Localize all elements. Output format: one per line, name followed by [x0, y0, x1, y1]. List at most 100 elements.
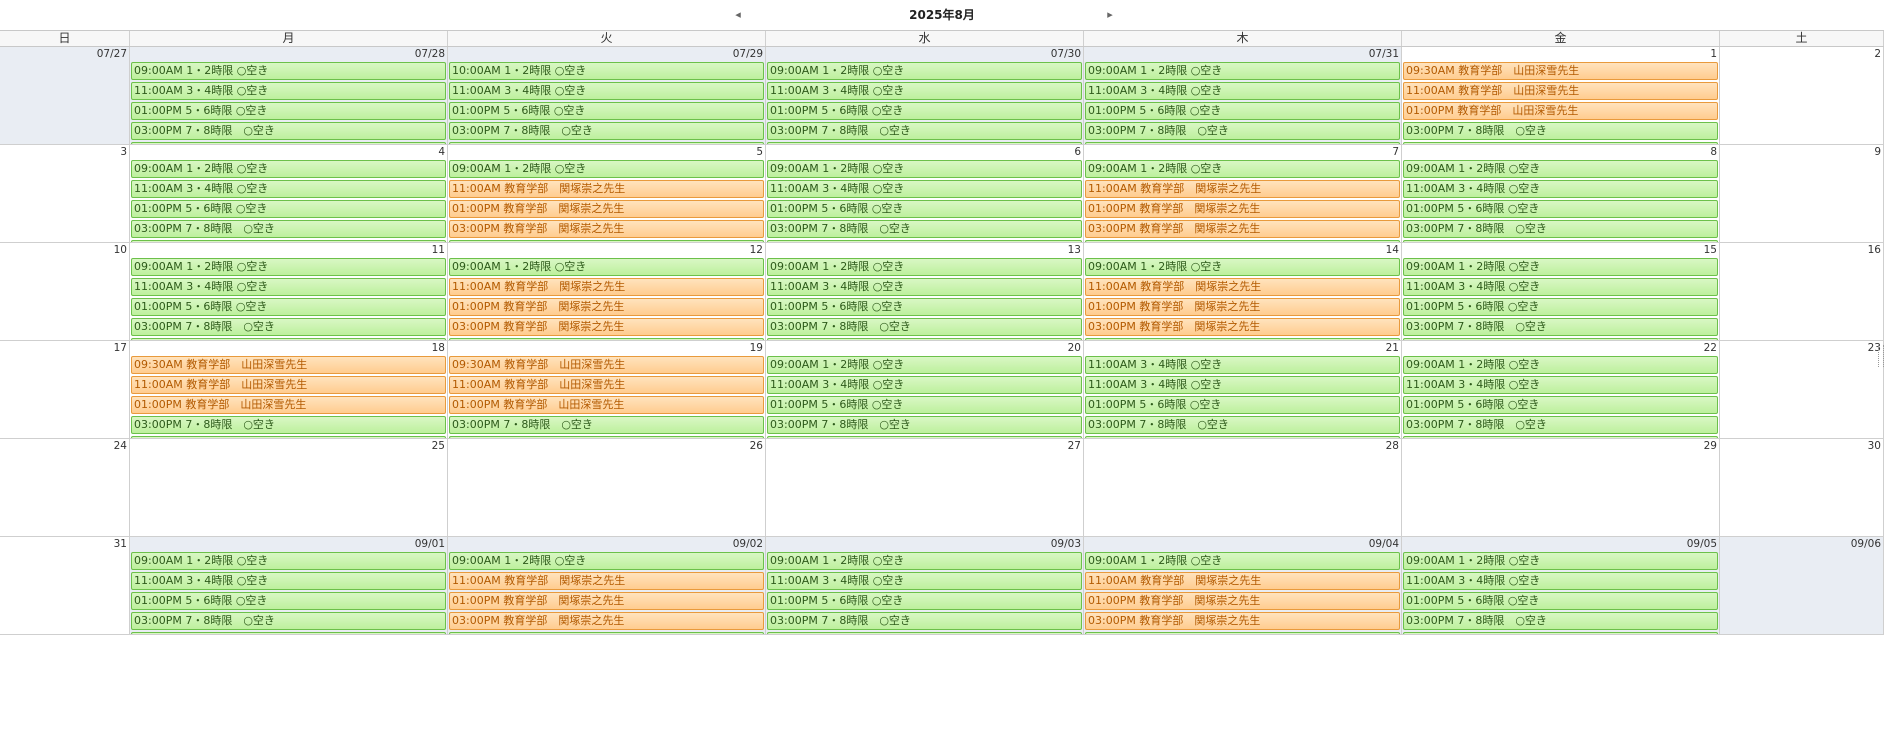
- free-slot-event[interactable]: 03:00PM 7・8時限 ○空き: [1403, 318, 1718, 336]
- day-cell[interactable]: 09/04 09:00AM 1・2時限 ○空き 11:00AM 教育学部 関塚崇之先…: [1084, 537, 1402, 635]
- day-cell[interactable]: 13 09:00AM 1・2時限 ○空き 11:00AM 3・4時限 ○空き 01:0…: [766, 243, 1084, 341]
- day-cell[interactable]: 3: [0, 145, 130, 243]
- day-number[interactable]: 10: [113, 244, 127, 256]
- day-number[interactable]: 12: [749, 244, 763, 256]
- day-cell[interactable]: 07/31 09:00AM 1・2時限 ○空き 11:00AM 3・4時限 ○空き 0…: [1084, 47, 1402, 145]
- booked-slot-event[interactable]: 03:00PM 教育学部 関塚崇之先生: [449, 612, 764, 630]
- free-slot-event[interactable]: 11:00AM 3・4時限 ○空き: [131, 180, 446, 198]
- day-number[interactable]: 6: [1074, 146, 1081, 158]
- booked-slot-event[interactable]: 01:00PM 教育学部 山田深雪先生: [449, 396, 764, 414]
- booked-slot-event[interactable]: 11:00AM 教育学部 関塚崇之先生: [1085, 278, 1400, 296]
- free-slot-event[interactable]: 03:00PM 7・8時限 ○空き: [767, 416, 1082, 434]
- day-number[interactable]: 28: [1385, 440, 1399, 452]
- day-cell[interactable]: 11 09:00AM 1・2時限 ○空き 11:00AM 3・4時限 ○空き 01:0…: [130, 243, 448, 341]
- free-slot-event[interactable]: 01:00PM 5・6時限 ○空き: [767, 592, 1082, 610]
- free-slot-event[interactable]: 11:00AM 3・4時限 ○空き: [767, 82, 1082, 100]
- free-slot-event[interactable]: 01:00PM 5・6時限 ○空き: [131, 102, 446, 120]
- booked-slot-event[interactable]: 11:00AM 教育学部 関塚崇之先生: [449, 572, 764, 590]
- day-cell[interactable]: 07/30 09:00AM 1・2時限 ○空き 11:00AM 3・4時限 ○空き 0…: [766, 47, 1084, 145]
- day-cell[interactable]: 09/05 09:00AM 1・2時限 ○空き 11:00AM 3・4時限 ○空き 0…: [1402, 537, 1720, 635]
- day-cell[interactable]: 6 09:00AM 1・2時限 ○空き 11:00AM 3・4時限 ○空き 01:00…: [766, 145, 1084, 243]
- free-slot-event[interactable]: 09:00AM 1・2時限 ○空き: [1085, 160, 1400, 178]
- day-cell[interactable]: 23: [1720, 341, 1884, 439]
- booked-slot-event[interactable]: 01:00PM 教育学部 関塚崇之先生: [449, 200, 764, 218]
- day-number[interactable]: 07/29: [732, 48, 763, 60]
- booked-slot-event[interactable]: 11:00AM 教育学部 山田深雪先生: [1403, 82, 1718, 100]
- next-month-icon[interactable]: ▸: [1107, 8, 1113, 21]
- free-slot-event[interactable]: 09:00AM 1・2時限 ○空き: [767, 552, 1082, 570]
- booked-slot-event[interactable]: 11:00AM 教育学部 関塚崇之先生: [449, 278, 764, 296]
- free-slot-event[interactable]: 09:00AM 1・2時限 ○空き: [767, 62, 1082, 80]
- day-cell[interactable]: 15 09:00AM 1・2時限 ○空き 11:00AM 3・4時限 ○空き 01:0…: [1402, 243, 1720, 341]
- booked-slot-event[interactable]: 01:00PM 教育学部 関塚崇之先生: [1085, 200, 1400, 218]
- booked-slot-event[interactable]: 03:00PM 教育学部 関塚崇之先生: [449, 318, 764, 336]
- booked-slot-event[interactable]: 11:00AM 教育学部 関塚崇之先生: [1085, 180, 1400, 198]
- free-slot-event[interactable]: 05:00PM 9・10時限 ○空き: [767, 142, 1082, 144]
- day-number[interactable]: 1: [1710, 48, 1717, 60]
- free-slot-event[interactable]: 01:00PM 5・6時限 ○空き: [767, 200, 1082, 218]
- day-number[interactable]: 21: [1385, 342, 1399, 354]
- free-slot-event[interactable]: 03:00PM 7・8時限 ○空き: [1403, 122, 1718, 140]
- free-slot-event[interactable]: 11:00AM 3・4時限 ○空き: [1085, 376, 1400, 394]
- free-slot-event[interactable]: 01:00PM 5・6時限 ○空き: [449, 102, 764, 120]
- free-slot-event[interactable]: 05:00PM 9・10時限 ○空き: [1403, 240, 1718, 242]
- day-cell[interactable]: 17: [0, 341, 130, 439]
- day-cell[interactable]: 9: [1720, 145, 1884, 243]
- day-number[interactable]: 09/04: [1368, 538, 1399, 550]
- free-slot-event[interactable]: 03:00PM 7・8時限 ○空き: [1085, 122, 1400, 140]
- day-cell[interactable]: 14 09:00AM 1・2時限 ○空き 11:00AM 教育学部 関塚崇之先生 01…: [1084, 243, 1402, 341]
- day-cell[interactable]: 24: [0, 439, 130, 537]
- free-slot-event[interactable]: 09:00AM 1・2時限 ○空き: [449, 160, 764, 178]
- free-slot-event[interactable]: 09:00AM 1・2時限 ○空き: [131, 552, 446, 570]
- free-slot-event[interactable]: 05:00PM 9・10時限 ○空き: [131, 632, 446, 634]
- day-number[interactable]: 8: [1710, 146, 1717, 158]
- day-cell[interactable]: 10: [0, 243, 130, 341]
- free-slot-event[interactable]: 11:00AM 3・4時限 ○空き: [131, 82, 446, 100]
- booked-slot-event[interactable]: 01:00PM 教育学部 山田深雪先生: [1403, 102, 1718, 120]
- free-slot-event[interactable]: 05:00PM 9・10時限 ○空き: [1403, 142, 1718, 144]
- day-cell[interactable]: 28: [1084, 439, 1402, 537]
- free-slot-event[interactable]: 09:00AM 1・2時限 ○空き: [1085, 62, 1400, 80]
- booked-slot-event[interactable]: 03:00PM 教育学部 関塚崇之先生: [1085, 612, 1400, 630]
- day-number[interactable]: 24: [113, 440, 127, 452]
- free-slot-event[interactable]: 11:00AM 3・4時限 ○空き: [1085, 356, 1400, 374]
- day-number[interactable]: 17: [113, 342, 127, 354]
- free-slot-event[interactable]: 11:00AM 3・4時限 ○空き: [767, 572, 1082, 590]
- day-cell[interactable]: 5 09:00AM 1・2時限 ○空き 11:00AM 教育学部 関塚崇之先生 01:…: [448, 145, 766, 243]
- booked-slot-event[interactable]: 03:00PM 教育学部 関塚崇之先生: [1085, 220, 1400, 238]
- free-slot-event[interactable]: 10:00AM 1・2時限 ○空き: [449, 62, 764, 80]
- day-number[interactable]: 5: [756, 146, 763, 158]
- free-slot-event[interactable]: 11:00AM 3・4時限 ○空き: [1403, 180, 1718, 198]
- day-number[interactable]: 25: [431, 440, 445, 452]
- day-number[interactable]: 07/30: [1050, 48, 1081, 60]
- booked-slot-event[interactable]: 01:00PM 教育学部 関塚崇之先生: [1085, 592, 1400, 610]
- booked-slot-event[interactable]: 11:00AM 教育学部 関塚崇之先生: [449, 180, 764, 198]
- day-number[interactable]: 13: [1067, 244, 1081, 256]
- free-slot-event[interactable]: 11:00AM 3・4時限 ○空き: [1085, 82, 1400, 100]
- free-slot-event[interactable]: 09:00AM 1・2時限 ○空き: [449, 552, 764, 570]
- booked-slot-event[interactable]: 11:00AM 教育学部 山田深雪先生: [449, 376, 764, 394]
- free-slot-event[interactable]: 11:00AM 3・4時限 ○空き: [767, 180, 1082, 198]
- booked-slot-event[interactable]: 01:00PM 教育学部 関塚崇之先生: [449, 298, 764, 316]
- day-cell[interactable]: 07/27: [0, 47, 130, 145]
- free-slot-event[interactable]: 01:00PM 5・6時限 ○空き: [1403, 592, 1718, 610]
- free-slot-event[interactable]: 05:00PM 9・10時限 ○空き: [1403, 338, 1718, 340]
- day-cell[interactable]: 19 09:30AM 教育学部 山田深雪先生 11:00AM 教育学部 山田深雪先生…: [448, 341, 766, 439]
- free-slot-event[interactable]: 05:00PM 9・10時限 ○空き: [131, 142, 446, 144]
- free-slot-event[interactable]: 11:00AM 3・4時限 ○空き: [131, 572, 446, 590]
- day-cell[interactable]: 25: [130, 439, 448, 537]
- free-slot-event[interactable]: 05:00PM 9・10時限 ○空き: [131, 436, 446, 438]
- day-number[interactable]: 09/05: [1686, 538, 1717, 550]
- free-slot-event[interactable]: 05:00PM 9・10時限 ○空き: [449, 338, 764, 340]
- free-slot-event[interactable]: 01:00PM 5・6時限 ○空き: [1403, 396, 1718, 414]
- free-slot-event[interactable]: 03:00PM 7・8時限 ○空き: [131, 612, 446, 630]
- free-slot-event[interactable]: 03:00PM 7・8時限 ○空き: [131, 416, 446, 434]
- free-slot-event[interactable]: 01:00PM 5・6時限 ○空き: [1403, 298, 1718, 316]
- free-slot-event[interactable]: 03:00PM 7・8時限 ○空き: [1403, 220, 1718, 238]
- free-slot-event[interactable]: 05:00PM 9・10時限 ○空き: [449, 632, 764, 634]
- day-number[interactable]: 18: [431, 342, 445, 354]
- day-number[interactable]: 20: [1067, 342, 1081, 354]
- free-slot-event[interactable]: 09:00AM 1・2時限 ○空き: [1403, 552, 1718, 570]
- day-number[interactable]: 9: [1874, 146, 1881, 158]
- day-number[interactable]: 19: [749, 342, 763, 354]
